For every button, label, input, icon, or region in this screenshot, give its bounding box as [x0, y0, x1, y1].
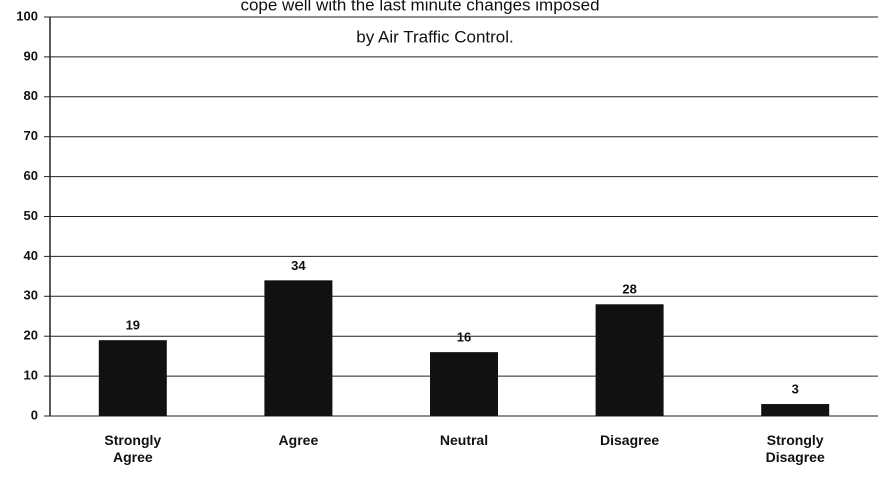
x-tick-label: Agree: [278, 432, 319, 448]
x-tick-label: Disagree: [600, 432, 660, 448]
data-label: 34: [291, 258, 306, 273]
x-tick-label: Strongly Disagree: [765, 432, 825, 465]
data-label: 16: [457, 330, 471, 345]
y-tick-label: 10: [24, 368, 38, 383]
x-tick-label: Strongly Agree: [104, 432, 162, 465]
bar: [595, 304, 664, 416]
y-tick-label: 30: [24, 288, 38, 303]
data-label: 28: [622, 282, 636, 297]
y-tick-label: 40: [24, 248, 38, 263]
y-tick-label: 70: [24, 128, 38, 143]
y-tick-label: 100: [16, 8, 38, 23]
bar: [98, 340, 167, 416]
y-tick-label: 60: [24, 168, 38, 183]
y-tick-label: 0: [31, 407, 38, 422]
bar: [761, 404, 830, 416]
data-label: 3: [792, 381, 799, 396]
y-tick-label: 80: [24, 88, 38, 103]
bar: [430, 352, 498, 416]
chart-title: cope well with the last minute changes i…: [240, 0, 599, 14]
chart-title: by Air Traffic Control.: [356, 27, 513, 46]
y-tick-label: 20: [24, 328, 38, 343]
y-tick-label: 90: [24, 48, 38, 63]
data-label: 19: [126, 318, 140, 333]
x-tick-label: Neutral: [439, 432, 489, 448]
bar: [264, 280, 333, 416]
y-tick-label: 50: [24, 208, 38, 223]
